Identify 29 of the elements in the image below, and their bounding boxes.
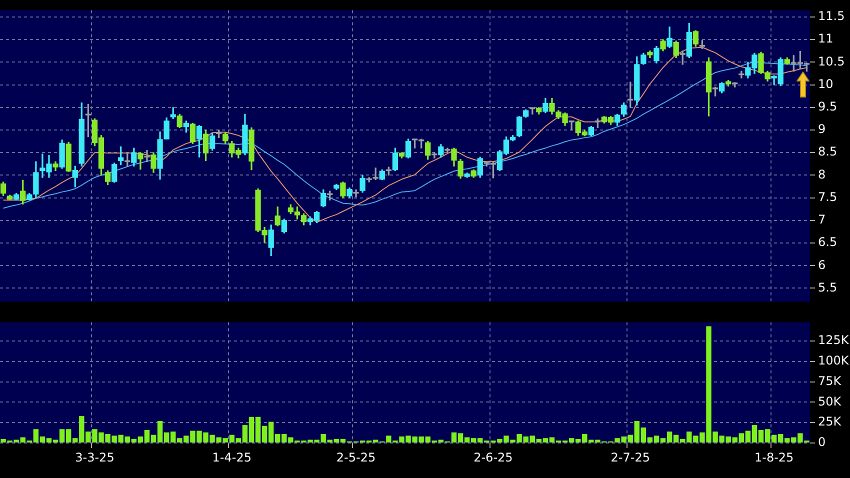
x-tick-label: 1-4-25 <box>212 450 252 464</box>
x-tick-label: 3-3-25 <box>75 450 114 464</box>
y-tick-label: 7 <box>818 212 826 227</box>
y-tick-label: 6.5 <box>818 235 838 250</box>
candlestick <box>144 150 150 162</box>
x-tick-label: 2-6-25 <box>474 450 513 464</box>
y-tick-label: 125K <box>818 333 850 348</box>
y-tick-label: 7.5 <box>818 190 838 204</box>
y-tick-label: 6 <box>818 258 826 272</box>
y-tick-label: 8.5 <box>818 144 838 159</box>
y-tick-label: 75K <box>818 374 842 388</box>
x-tick-label: 1-8-25 <box>754 450 794 464</box>
y-tick-label: 11.5 <box>818 9 845 24</box>
x-tick-label: 2-5-25 <box>336 450 376 464</box>
y-tick-label: 11 <box>818 32 834 46</box>
y-tick-label: 25K <box>818 414 842 429</box>
y-tick-label: 9 <box>818 122 826 136</box>
candlestick <box>353 189 359 198</box>
y-tick-label: 50K <box>818 394 842 408</box>
y-tick-label: 0 <box>818 435 826 450</box>
candlestick <box>568 120 574 130</box>
y-tick-label: 8 <box>818 167 826 182</box>
y-tick-label: 100K <box>818 354 850 368</box>
y-tick-label: 9.5 <box>818 100 838 114</box>
y-tick-label: 5.5 <box>818 280 838 294</box>
x-tick-label: 2-7-25 <box>610 450 650 464</box>
y-tick-label: 10 <box>818 76 834 91</box>
y-tick-label: 10.5 <box>818 54 845 68</box>
candlestick <box>366 177 372 182</box>
